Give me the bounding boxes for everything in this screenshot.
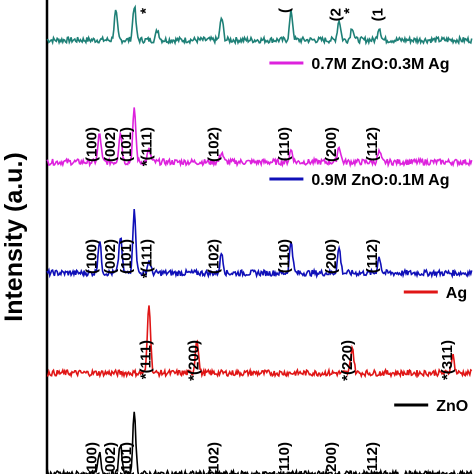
peak-label-4-6: (112): [364, 442, 381, 474]
legend-label-4: ZnO: [436, 398, 468, 415]
series-line-4: [46, 411, 473, 474]
series-line-1: [46, 107, 473, 169]
peak-label-3-0: *(111): [138, 340, 155, 379]
peak-label-2-7: (112): [364, 239, 381, 273]
peak-label-0-4: (1: [369, 8, 386, 21]
series-0: *((2* (1: [46, 4, 473, 46]
peak-label-2-3: *(111): [138, 239, 155, 278]
peak-label-2-0: (100): [84, 239, 101, 274]
peak-label-2-2: (101): [118, 239, 135, 274]
peak-label-1-1: (002): [102, 127, 119, 162]
peak-label-2-5: (110): [276, 239, 293, 273]
peak-label-3-3: *(311): [439, 340, 456, 380]
peak-label-1-3: *(111): [138, 127, 155, 166]
peak-label-0-2: (2: [328, 8, 345, 21]
series-line-2: [46, 208, 473, 279]
peak-label-1-4: (102): [206, 127, 223, 162]
series-4: (100) (002) (101) (102) (110) (200) (112) ZnO: [46, 398, 473, 474]
legend-label-1: 0.7M ZnO:0.3M Ag: [311, 56, 449, 73]
peak-label-1-7: (112): [364, 127, 381, 161]
series-line-0: [46, 4, 473, 46]
series-3: *(111) *(200) *(220) *(311) Ag: [46, 285, 473, 381]
peak-label-4-0: (100): [84, 442, 101, 474]
y-axis-label: Intensity (a.u.): [0, 152, 28, 321]
peak-label-0-1: (: [277, 8, 294, 13]
peak-label-1-6: (200): [323, 127, 340, 162]
peak-label-2-6: (200): [323, 239, 340, 274]
peak-label-4-1: (002): [102, 442, 119, 474]
series-1: (100) (002) (101) *(111) (102) (110) (200) (112…: [46, 56, 473, 169]
peak-label-4-2: (101): [118, 442, 135, 474]
peak-label-1-2: (101): [118, 127, 135, 162]
peak-label-1-0: (100): [84, 127, 101, 162]
peak-label-2-1: (002): [102, 239, 119, 274]
peak-label-4-5: (200): [323, 442, 340, 474]
peak-label-3-1: *(200): [186, 340, 203, 381]
peak-label-0-0: *: [138, 8, 155, 14]
peak-label-1-5: (110): [276, 127, 293, 161]
series-2: (100) (002) (101) *(111) (102) (110) (200) (112…: [46, 172, 473, 279]
peak-label-3-2: *(220): [339, 340, 356, 381]
peak-label-0-3: *: [341, 8, 358, 14]
peak-label-4-3: (102): [206, 442, 223, 474]
series-line-3: [46, 305, 473, 379]
legend-label-3: Ag: [446, 285, 467, 302]
legend-label-2: 0.9M ZnO:0.1M Ag: [311, 172, 449, 189]
peak-label-4-4: (110): [276, 442, 293, 474]
peak-label-2-4: (102): [206, 239, 223, 274]
